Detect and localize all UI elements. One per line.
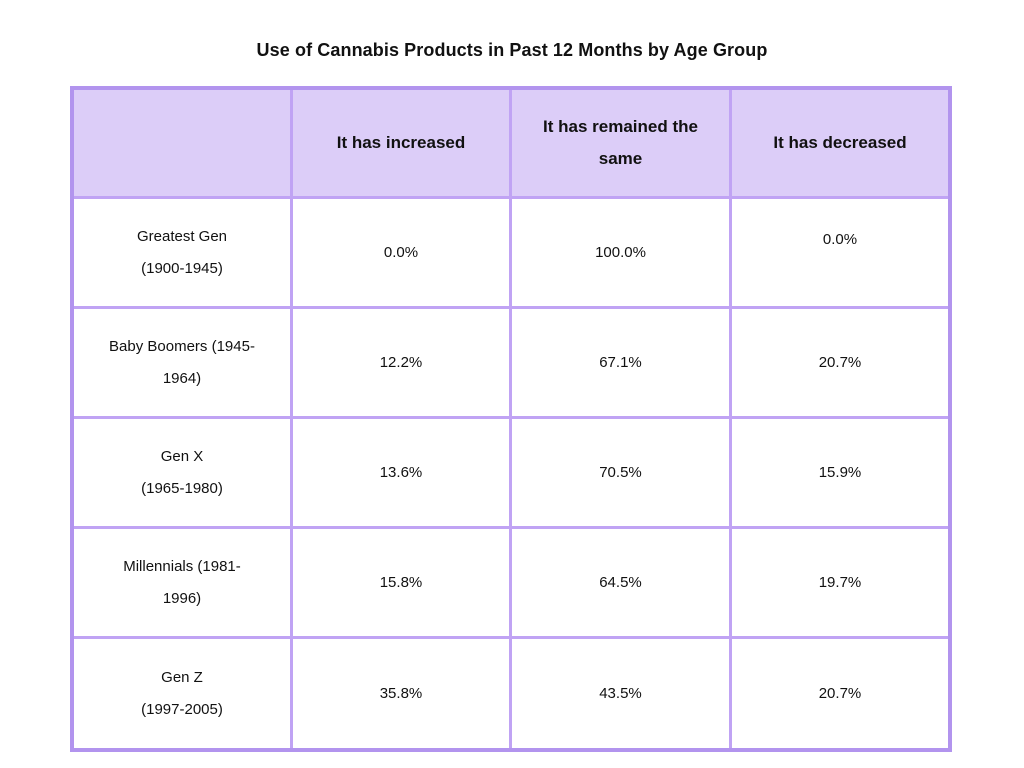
row-label-line2: 1996) bbox=[162, 589, 202, 607]
row-label-line1: Gen X bbox=[160, 447, 204, 465]
cell-value: 35.8% bbox=[379, 684, 423, 702]
table-header-remained: It has remained the same bbox=[512, 90, 729, 196]
row-label-line2: (1900-1945) bbox=[141, 259, 223, 277]
table-header-increased: It has increased bbox=[293, 90, 509, 196]
cell-value: 12.2% bbox=[379, 353, 423, 371]
cell-value: 100.0% bbox=[595, 243, 646, 261]
row-label-line2: (1965-1980) bbox=[141, 479, 223, 497]
row-label-gen-x: Gen X (1965-1980) bbox=[74, 419, 290, 526]
cell-baby-boomers-increased: 12.2% bbox=[293, 309, 509, 416]
row-label-millennials: Millennials (1981- 1996) bbox=[74, 529, 290, 636]
cell-greatest-gen-increased: 0.0% bbox=[293, 199, 509, 306]
cell-baby-boomers-decreased: 20.7% bbox=[732, 309, 948, 416]
cell-gen-z-remained: 43.5% bbox=[512, 639, 729, 748]
row-label-line1: Gen Z bbox=[161, 668, 203, 686]
cell-value: 43.5% bbox=[599, 684, 642, 702]
cell-value: 15.9% bbox=[818, 463, 862, 481]
row-label-line1: Greatest Gen bbox=[136, 227, 228, 245]
header-decreased-label: It has decreased bbox=[773, 133, 907, 152]
table-header-decreased: It has decreased bbox=[732, 90, 948, 196]
row-label-gen-z: Gen Z (1997-2005) bbox=[74, 639, 290, 748]
row-label-line2: (1997-2005) bbox=[141, 700, 223, 718]
cell-millennials-decreased: 19.7% bbox=[732, 529, 948, 636]
cell-gen-x-increased: 13.6% bbox=[293, 419, 509, 526]
cell-millennials-remained: 64.5% bbox=[512, 529, 729, 636]
cell-value: 15.8% bbox=[379, 573, 423, 591]
cell-value: 0.0% bbox=[383, 243, 419, 261]
cell-value: 20.7% bbox=[818, 684, 862, 702]
cell-value: 67.1% bbox=[599, 353, 642, 371]
row-label-line1: Millennials (1981- bbox=[123, 557, 241, 575]
cell-value: 0.0% bbox=[822, 230, 858, 248]
cell-gen-x-remained: 70.5% bbox=[512, 419, 729, 526]
cell-value: 20.7% bbox=[818, 353, 862, 371]
cell-value: 19.7% bbox=[818, 573, 862, 591]
row-label-baby-boomers: Baby Boomers (1945- 1964) bbox=[74, 309, 290, 416]
cell-baby-boomers-remained: 67.1% bbox=[512, 309, 729, 416]
table-header-empty bbox=[74, 90, 290, 196]
cell-greatest-gen-decreased: 0.0% bbox=[732, 199, 948, 306]
header-remained-label: It has remained the same bbox=[543, 117, 698, 168]
cell-value: 70.5% bbox=[599, 463, 642, 481]
cell-millennials-increased: 15.8% bbox=[293, 529, 509, 636]
chart-title: Use of Cannabis Products in Past 12 Mont… bbox=[256, 40, 768, 60]
row-label-line1: Baby Boomers (1945- bbox=[109, 337, 255, 355]
cell-value: 64.5% bbox=[599, 573, 642, 591]
cell-value: 13.6% bbox=[379, 463, 423, 481]
row-label-greatest-gen: Greatest Gen (1900-1945) bbox=[74, 199, 290, 306]
data-table: It has increased It has remained the sam… bbox=[70, 86, 952, 752]
cell-gen-x-decreased: 15.9% bbox=[732, 419, 948, 526]
row-label-line2: 1964) bbox=[162, 369, 202, 387]
cell-greatest-gen-remained: 100.0% bbox=[512, 199, 729, 306]
cell-gen-z-decreased: 20.7% bbox=[732, 639, 948, 748]
cell-gen-z-increased: 35.8% bbox=[293, 639, 509, 748]
header-increased-label: It has increased bbox=[336, 133, 466, 152]
